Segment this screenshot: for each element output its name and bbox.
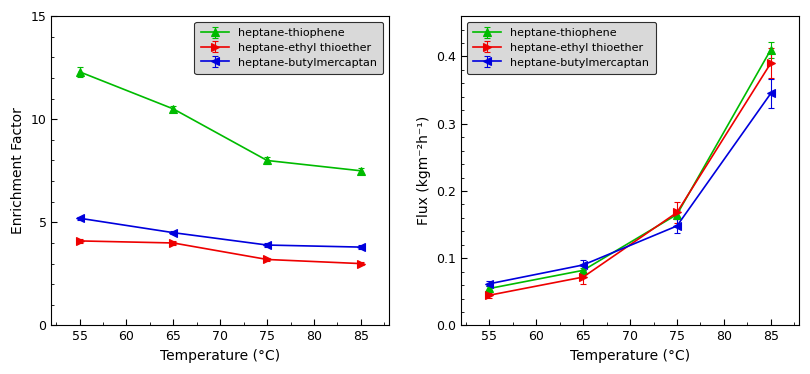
Legend: heptane-thiophene, heptane-ethyl thioether, heptane-butylmercaptan: heptane-thiophene, heptane-ethyl thioeth… — [194, 22, 383, 74]
Y-axis label: Flux (kgm⁻²h⁻¹): Flux (kgm⁻²h⁻¹) — [417, 116, 431, 226]
X-axis label: Temperature (°C): Temperature (°C) — [570, 349, 690, 363]
Y-axis label: Enrichment Factor: Enrichment Factor — [11, 107, 25, 234]
Legend: heptane-thiophene, heptane-ethyl thioether, heptane-butylmercaptan: heptane-thiophene, heptane-ethyl thioeth… — [467, 22, 656, 74]
X-axis label: Temperature (°C): Temperature (°C) — [160, 349, 280, 363]
